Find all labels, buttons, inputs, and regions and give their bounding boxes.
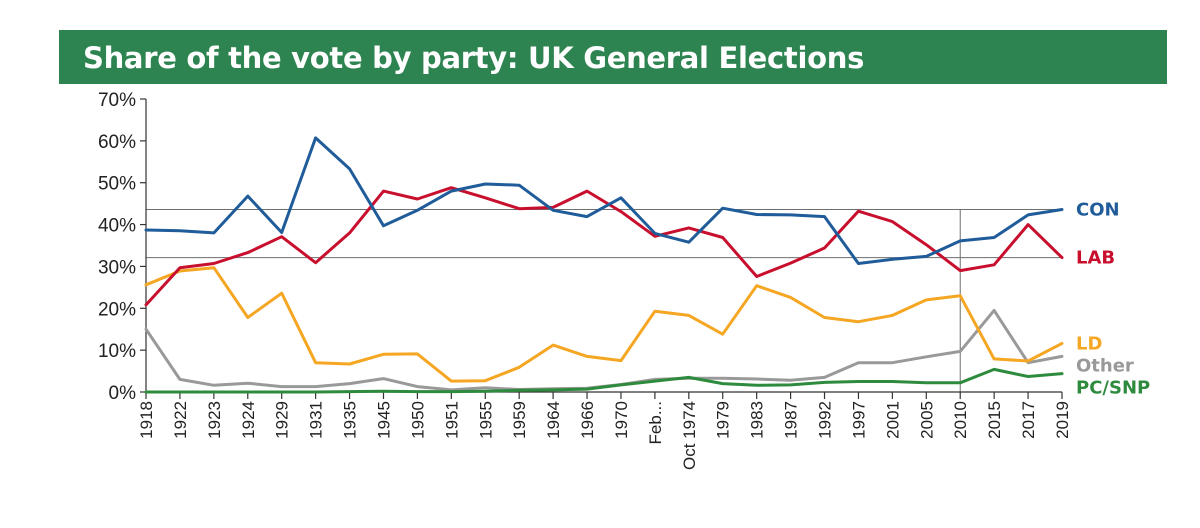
series-label-ld: LD <box>1076 333 1102 354</box>
x-tick-label: 1964 <box>544 401 563 439</box>
chart-title: Share of the vote by party: UK General E… <box>83 41 865 75</box>
chart-title-bar: Share of the vote by party: UK General E… <box>59 30 1167 84</box>
x-tick-label: 2019 <box>1053 401 1072 439</box>
series-label-con: CON <box>1076 200 1120 221</box>
x-tick-label: 1992 <box>816 401 835 439</box>
series-line-ld <box>144 266 1064 383</box>
y-tick-label: 30% <box>98 257 136 278</box>
series-label-other: Other <box>1076 355 1134 376</box>
series-label-pc-snp: PC/SNP <box>1076 377 1150 398</box>
y-tick-label: 60% <box>98 132 136 153</box>
x-tick-label: 2017 <box>1019 401 1038 439</box>
y-tick-label: 50% <box>98 174 136 195</box>
x-tick-label: 1931 <box>307 401 326 439</box>
y-tick-label: 70% <box>98 90 136 111</box>
x-tick-label: 1945 <box>374 401 393 439</box>
series-lines <box>144 136 1064 394</box>
x-tick-label: 1950 <box>408 401 427 439</box>
x-tick-label: 2015 <box>985 401 1004 439</box>
x-tick-label: 1983 <box>748 401 767 439</box>
x-tick-label: 2001 <box>883 401 902 439</box>
y-tick-label: 0% <box>109 383 137 404</box>
x-tick-label: 2005 <box>917 401 936 439</box>
x-tick-label: 1966 <box>578 401 597 439</box>
y-tick-label: 20% <box>98 299 136 320</box>
x-tick-label: 2010 <box>951 401 970 439</box>
series-line-other <box>144 308 1064 392</box>
x-tick-label: 1997 <box>849 401 868 439</box>
x-tick-label: 1935 <box>341 401 360 439</box>
x-tick-label: 1951 <box>442 401 461 439</box>
x-tick-label: 1959 <box>510 401 529 439</box>
series-line-lab <box>144 186 1064 307</box>
series-line-con <box>144 136 1064 265</box>
x-tick-label: 1918 <box>137 401 156 439</box>
series-label-lab: LAB <box>1076 248 1115 269</box>
series-line-pc-snp <box>144 367 1064 394</box>
x-tick-label: 1979 <box>714 401 733 439</box>
x-tick-label: 1924 <box>239 401 258 439</box>
axes: 0% 10% 20% 30% 40% 50% 60% 70% 1918 1922 1923 1924 1… <box>98 90 1072 470</box>
y-tick-label: 40% <box>98 216 136 237</box>
x-tick-label: 1923 <box>205 401 224 439</box>
y-tick-label: 10% <box>98 341 136 362</box>
x-tick-label: Feb... <box>646 401 665 444</box>
x-tick-label: 1955 <box>476 401 495 439</box>
x-tick-label: 1922 <box>171 401 190 439</box>
x-tick-label: 1929 <box>273 401 292 439</box>
x-tick-label: 1987 <box>782 401 801 439</box>
x-tick-label: 1970 <box>612 401 631 439</box>
x-tick-label: Oct 1974 <box>680 401 699 470</box>
